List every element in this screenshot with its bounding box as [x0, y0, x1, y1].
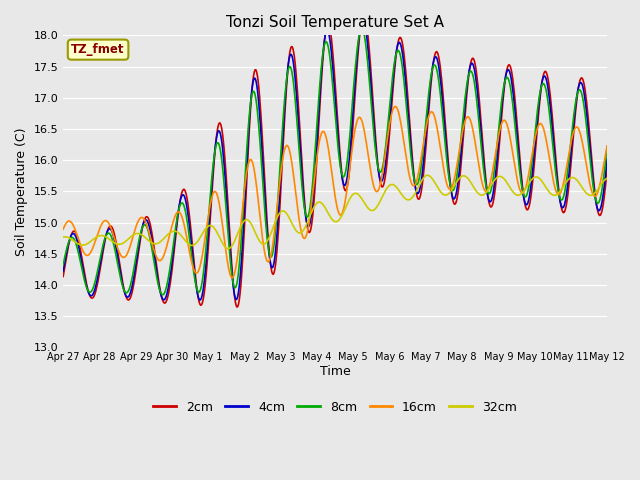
Title: Tonzi Soil Temperature Set A: Tonzi Soil Temperature Set A [226, 15, 444, 30]
X-axis label: Time: Time [320, 365, 351, 378]
Y-axis label: Soil Temperature (C): Soil Temperature (C) [15, 127, 28, 256]
Text: TZ_fmet: TZ_fmet [71, 43, 125, 56]
Legend: 2cm, 4cm, 8cm, 16cm, 32cm: 2cm, 4cm, 8cm, 16cm, 32cm [148, 396, 522, 419]
